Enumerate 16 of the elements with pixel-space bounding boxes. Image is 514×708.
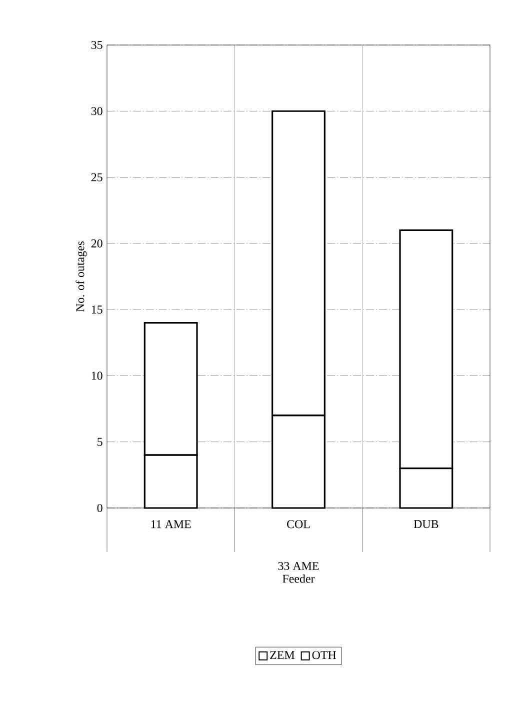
y-axis-title: No. of outages xyxy=(76,241,87,312)
y-tick-label: 5 xyxy=(98,438,102,446)
x-tick-label: 11 AME xyxy=(151,520,191,528)
y-tick-label: 35 xyxy=(91,40,102,50)
x-tick-label: COL xyxy=(287,520,310,528)
legend-label: OTH xyxy=(312,651,336,660)
y-tick-label: 30 xyxy=(91,107,102,116)
y-tick-label: 10 xyxy=(92,372,102,380)
y-tick-label: 0 xyxy=(97,504,102,512)
text: 33 AME xyxy=(278,562,319,570)
y-tick-label: 15 xyxy=(92,306,102,314)
y-tick-label: 20 xyxy=(91,239,102,248)
x-axis-title: Feeder xyxy=(282,574,315,583)
y-tick-label: 25 xyxy=(91,173,102,182)
legend-label: ZEM xyxy=(270,651,294,659)
x-tick-label: DUB xyxy=(414,520,438,528)
